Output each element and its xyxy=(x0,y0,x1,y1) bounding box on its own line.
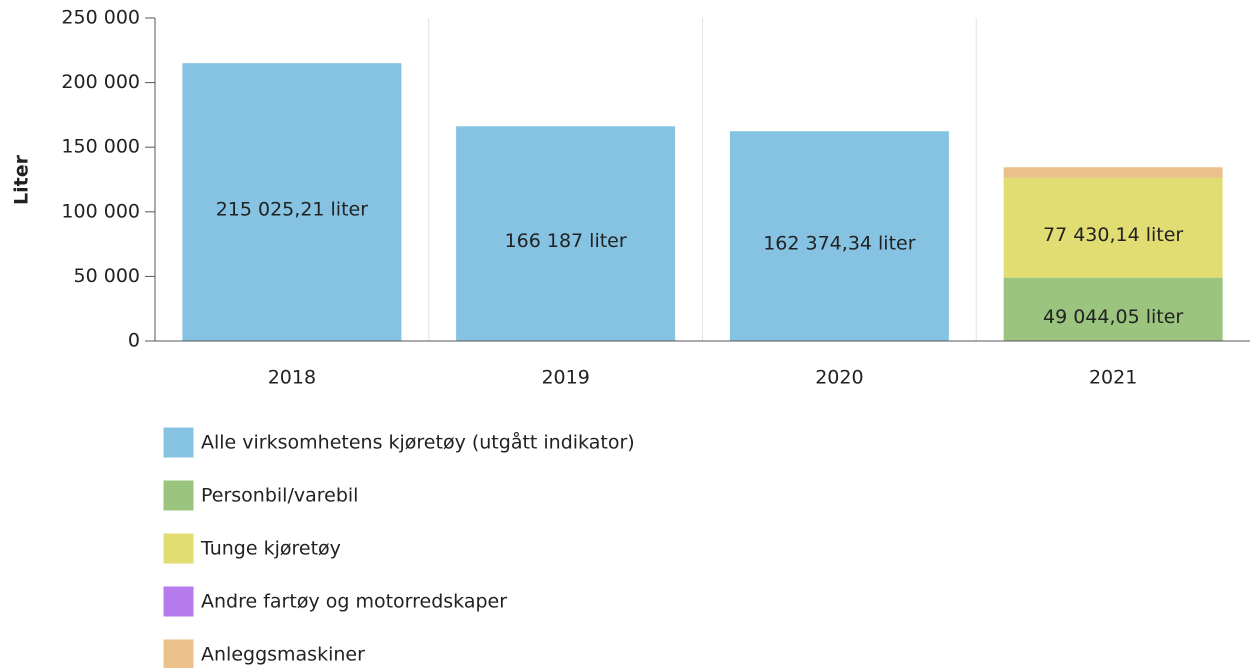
y-tick-label: 0 xyxy=(128,330,140,352)
y-tick-label: 100 000 xyxy=(61,200,140,222)
bar-segment xyxy=(1003,167,1223,178)
legend-label: Tunge kjøretøy xyxy=(200,538,341,560)
y-tick-label: 50 000 xyxy=(74,265,140,287)
x-tick-label: 2020 xyxy=(815,367,863,389)
bar-segment xyxy=(729,131,949,341)
legend-swatch xyxy=(163,427,194,458)
bar-segment xyxy=(456,126,676,341)
legend-label: Anleggsmaskiner xyxy=(201,644,365,666)
data-label: 49 044,05 liter xyxy=(1043,306,1183,328)
data-label: 162 374,34 liter xyxy=(763,233,916,255)
y-axis-title: Liter xyxy=(11,154,33,205)
y-tick-label: 250 000 xyxy=(61,7,140,29)
y-tick-label: 200 000 xyxy=(61,71,140,93)
data-label: 215 025,21 liter xyxy=(216,199,369,221)
legend-label: Andre fartøy og motorredskaper xyxy=(201,591,507,613)
legend-swatch xyxy=(163,480,194,511)
bar-segment xyxy=(1003,277,1223,341)
bar-segment xyxy=(182,63,402,341)
legend-swatch xyxy=(163,533,194,564)
x-tick-label: 2021 xyxy=(1089,367,1137,389)
bar-segment xyxy=(1003,177,1223,278)
legend-label: Alle virksomhetens kjøretøy (utgått indi… xyxy=(201,431,635,454)
legend-label: Personbil/varebil xyxy=(201,485,358,507)
x-tick-label: 2019 xyxy=(541,367,589,389)
x-tick-label: 2018 xyxy=(268,367,316,389)
y-tick-label: 150 000 xyxy=(61,136,140,158)
data-label: 166 187 liter xyxy=(505,230,627,252)
data-label: 77 430,14 liter xyxy=(1043,224,1183,246)
legend-swatch xyxy=(163,586,194,617)
legend-swatch xyxy=(163,639,194,668)
